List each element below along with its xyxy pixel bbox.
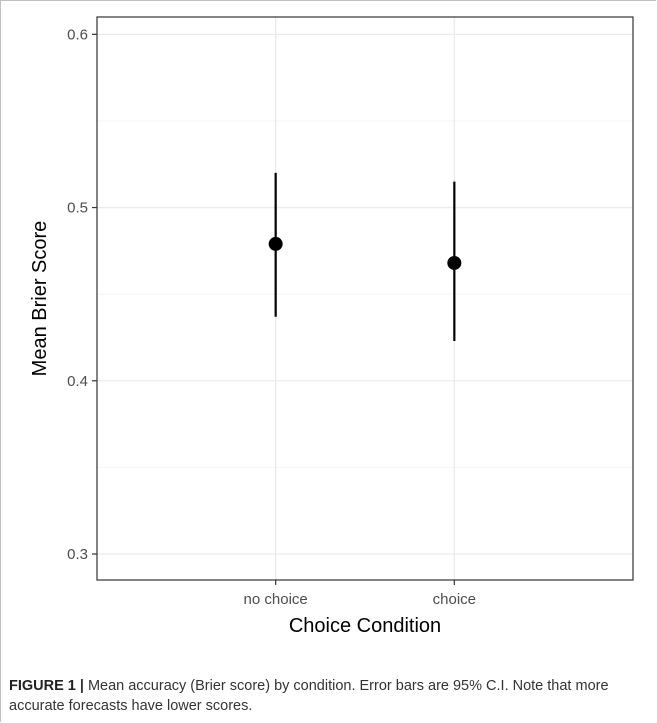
chart: 0.3 0.4 0.5 0.6 no choice choice Choice Cond…: [29, 16, 634, 637]
caption-text: Mean accuracy (Brier score) by condition…: [9, 678, 609, 714]
x-tick-label: choice: [433, 591, 476, 608]
y-axis-title: Mean Brier Score: [29, 221, 51, 377]
plot-panel-border: [96, 16, 634, 581]
caption-separator: |: [79, 678, 84, 694]
y-tick-label: 0.3: [67, 546, 88, 563]
mean-point: [268, 236, 283, 251]
mean-point: [447, 255, 462, 270]
figure-caption: FIGURE 1 | Mean accuracy (Brier score) by …: [9, 676, 649, 716]
figure-label: FIGURE 1: [9, 678, 76, 694]
grid-layer: [97, 17, 633, 580]
y-tick-label: 0.4: [67, 373, 88, 390]
x-axis-title: Choice Condition: [289, 615, 441, 637]
y-tick-label: 0.6: [67, 26, 88, 43]
data-marks: [268, 172, 462, 341]
x-tick-label: no choice: [244, 591, 308, 608]
x-axis: no choice choice: [244, 580, 476, 608]
y-tick-label: 0.5: [67, 200, 88, 217]
y-axis: 0.3 0.4 0.5 0.6: [67, 26, 97, 563]
